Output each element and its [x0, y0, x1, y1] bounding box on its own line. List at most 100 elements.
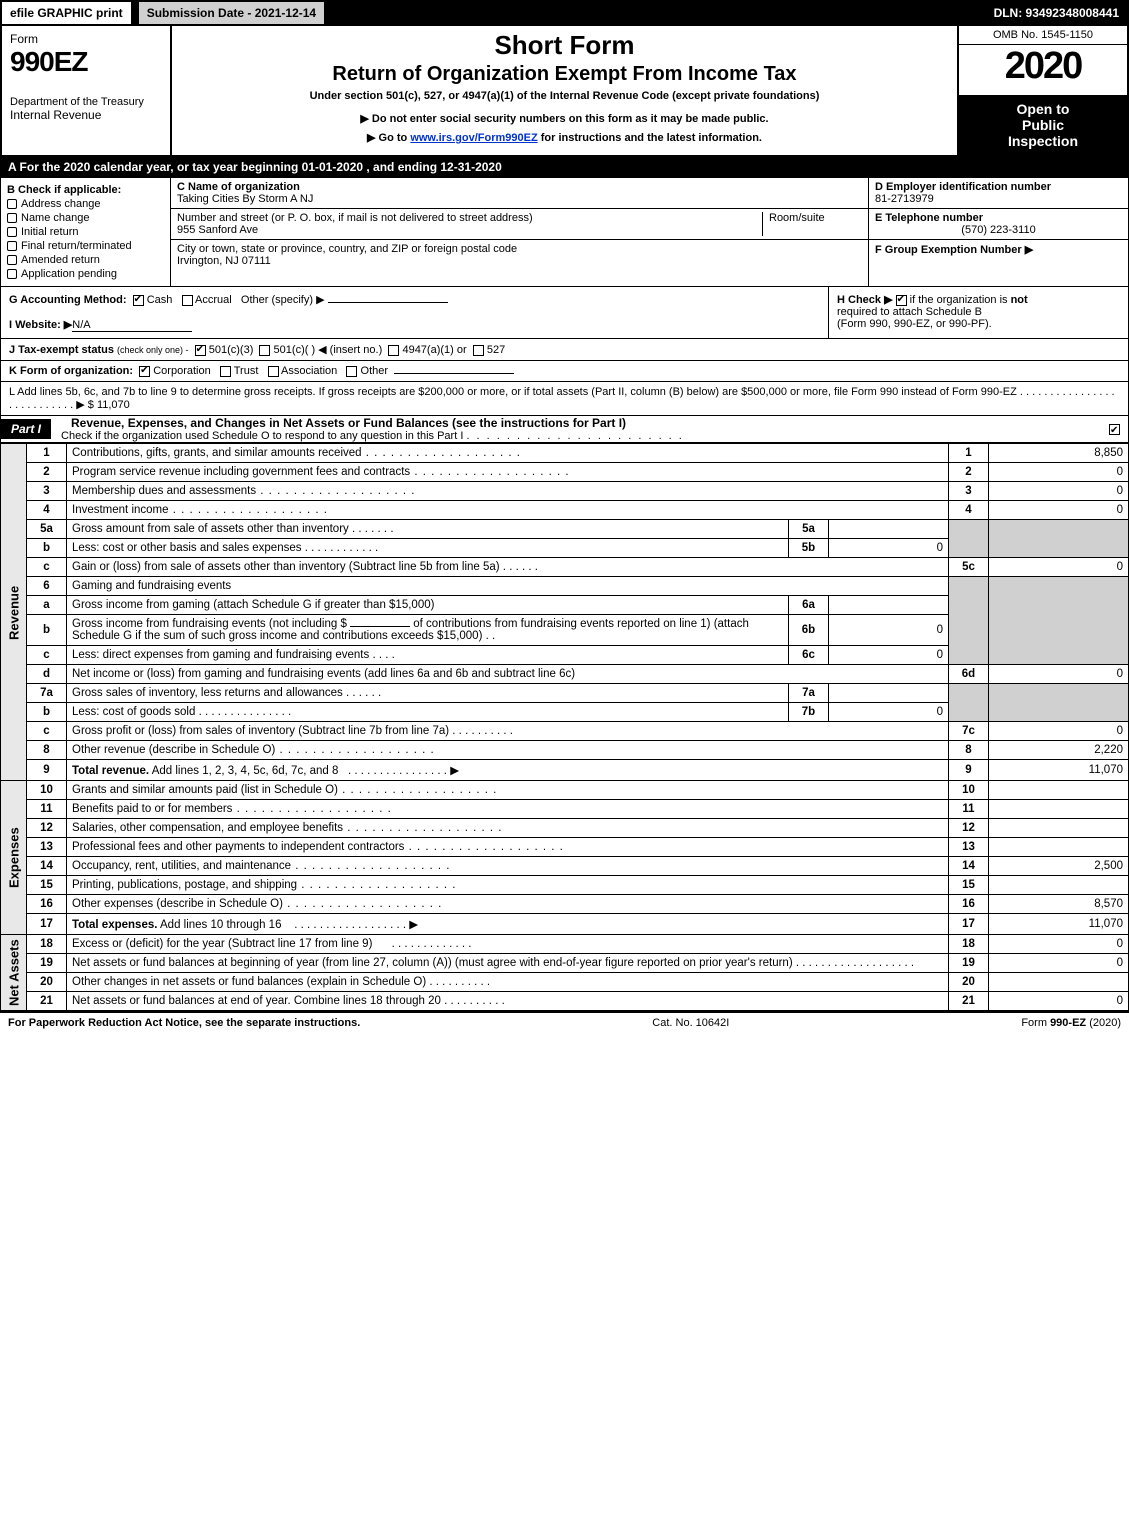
- goto-post: for instructions and the latest informat…: [538, 132, 762, 144]
- inspect-l1: Open to: [963, 101, 1123, 117]
- e-phone-row: E Telephone number (570) 223-3110: [869, 209, 1128, 240]
- l19-value: 0: [989, 954, 1129, 973]
- line-6d: d Net income or (loss) from gaming and f…: [1, 665, 1129, 684]
- h-not: not: [1011, 294, 1028, 306]
- j-label: J Tax-exempt status: [9, 344, 114, 356]
- j-o1: 501(c)(3): [209, 344, 254, 356]
- cb-address-change[interactable]: Address change: [7, 198, 164, 210]
- l1-value: 8,850: [989, 444, 1129, 463]
- l6d-text: Net income or (loss) from gaming and fun…: [72, 668, 575, 680]
- b-title: B Check if applicable:: [7, 184, 121, 196]
- l21-value: 0: [989, 992, 1129, 1011]
- irs-link[interactable]: www.irs.gov/Form990EZ: [410, 132, 537, 144]
- l15-value: [989, 876, 1129, 895]
- cb-amended-return[interactable]: Amended return: [7, 254, 164, 266]
- form-number: 990EZ: [10, 46, 162, 78]
- cb-application-pending[interactable]: Application pending: [7, 268, 164, 280]
- k-label: K Form of organization:: [9, 365, 133, 377]
- part1-checkline: Check if the organization used Schedule …: [61, 430, 463, 442]
- revenue-label: Revenue: [1, 444, 27, 781]
- l7c-value: 0: [989, 722, 1129, 741]
- row-k: K Form of organization: Corporation Trus…: [0, 361, 1129, 382]
- l5a-text: Gross amount from sale of assets other t…: [72, 523, 349, 535]
- other-org-input[interactable]: [394, 373, 514, 374]
- l3-value: 0: [989, 482, 1129, 501]
- note-ssn: ▶ Do not enter social security numbers o…: [182, 112, 947, 125]
- b-middle: C Name of organization Taking Cities By …: [171, 178, 868, 286]
- efile-print-label[interactable]: efile GRAPHIC print: [0, 0, 133, 26]
- cb-4947[interactable]: [388, 345, 399, 356]
- org-name: Taking Cities By Storm A NJ: [177, 193, 313, 205]
- dept-irs: Internal Revenue: [10, 108, 162, 122]
- l17-arrow: ▶: [409, 919, 418, 931]
- l18-text: Excess or (deficit) for the year (Subtra…: [72, 938, 372, 950]
- l5b-value: 0: [829, 539, 949, 558]
- l3-text: Membership dues and assessments: [72, 485, 256, 497]
- title-short-form: Short Form: [182, 30, 947, 61]
- inspect-l2: Public: [963, 117, 1123, 133]
- cb-501c[interactable]: [259, 345, 270, 356]
- l4-value: 0: [989, 501, 1129, 520]
- accrual-label: Accrual: [195, 294, 232, 306]
- line-a-period: A For the 2020 calendar year, or tax yea…: [0, 157, 1129, 177]
- l6c-text: Less: direct expenses from gaming and fu…: [72, 649, 369, 661]
- form-header: Form 990EZ Department of the Treasury In…: [0, 26, 1129, 157]
- l-text: L Add lines 5b, 6c, and 7b to line 9 to …: [9, 386, 1017, 398]
- cb-other-org[interactable]: [346, 366, 357, 377]
- cb-h[interactable]: [896, 295, 907, 306]
- l15-text: Printing, publications, postage, and shi…: [72, 879, 297, 891]
- line-11: 11 Benefits paid to or for members 11: [1, 800, 1129, 819]
- g-accounting: G Accounting Method: Cash Accrual Other …: [1, 287, 828, 338]
- cb-accrual[interactable]: [182, 295, 193, 306]
- l12-value: [989, 819, 1129, 838]
- cb-schedule-o[interactable]: [1109, 424, 1120, 435]
- cb-501c3[interactable]: [195, 345, 206, 356]
- l13-value: [989, 838, 1129, 857]
- l16-text: Other expenses (describe in Schedule O): [72, 898, 283, 910]
- line-16: 16 Other expenses (describe in Schedule …: [1, 895, 1129, 914]
- footer-right: Form 990-EZ (2020): [1021, 1017, 1121, 1029]
- line-5c: c Gain or (loss) from sale of assets oth…: [1, 558, 1129, 577]
- cb-527[interactable]: [473, 345, 484, 356]
- b-checkboxes: B Check if applicable: Address change Na…: [1, 178, 171, 286]
- header-middle: Short Form Return of Organization Exempt…: [172, 26, 957, 155]
- l18-value: 0: [989, 935, 1129, 954]
- row-j: J Tax-exempt status (check only one) - 5…: [0, 339, 1129, 361]
- footer-left: For Paperwork Reduction Act Notice, see …: [8, 1017, 360, 1029]
- l2-text: Program service revenue including govern…: [72, 466, 410, 478]
- cb-initial-return[interactable]: Initial return: [7, 226, 164, 238]
- room-suite: Room/suite: [762, 212, 862, 236]
- l9-arrow: ▶: [450, 765, 459, 777]
- l14-text: Occupancy, rent, utilities, and maintena…: [72, 860, 291, 872]
- cb-name-change[interactable]: Name change: [7, 212, 164, 224]
- g-label: G Accounting Method:: [9, 294, 127, 306]
- line-7a: 7a Gross sales of inventory, less return…: [1, 684, 1129, 703]
- cash-label: Cash: [147, 294, 173, 306]
- cb-trust[interactable]: [220, 366, 231, 377]
- tax-year: 2020: [959, 45, 1127, 95]
- k-o1: Corporation: [153, 365, 210, 377]
- city-row: City or town, state or province, country…: [171, 240, 868, 270]
- part1-title: Revenue, Expenses, and Changes in Net As…: [61, 416, 1109, 430]
- l16-value: 8,570: [989, 895, 1129, 914]
- line-4: 4 Investment income 4 0: [1, 501, 1129, 520]
- cb-assoc[interactable]: [268, 366, 279, 377]
- l5c-value: 0: [989, 558, 1129, 577]
- l7b-text: Less: cost of goods sold: [72, 706, 195, 718]
- cb-corp[interactable]: [139, 366, 150, 377]
- addr-value: 955 Sanford Ave: [177, 224, 258, 236]
- c-label: C Name of organization: [177, 181, 300, 193]
- l4-text: Investment income: [72, 504, 169, 516]
- footer-cat: Cat. No. 10642I: [652, 1017, 729, 1029]
- other-specify-input[interactable]: [328, 302, 448, 303]
- l13-text: Professional fees and other payments to …: [72, 841, 404, 853]
- h-check: H Check ▶ if the organization is not req…: [828, 287, 1128, 338]
- l6b-amount[interactable]: [350, 626, 410, 627]
- h-text2: required to attach Schedule B: [837, 306, 982, 318]
- cb-final-return[interactable]: Final return/terminated: [7, 240, 164, 252]
- cb-cash[interactable]: [133, 295, 144, 306]
- l20-value: [989, 973, 1129, 992]
- note-goto: ▶ Go to www.irs.gov/Form990EZ for instru…: [182, 131, 947, 144]
- f-group-row: F Group Exemption Number ▶: [869, 240, 1128, 270]
- line-5a: 5a Gross amount from sale of assets othe…: [1, 520, 1129, 539]
